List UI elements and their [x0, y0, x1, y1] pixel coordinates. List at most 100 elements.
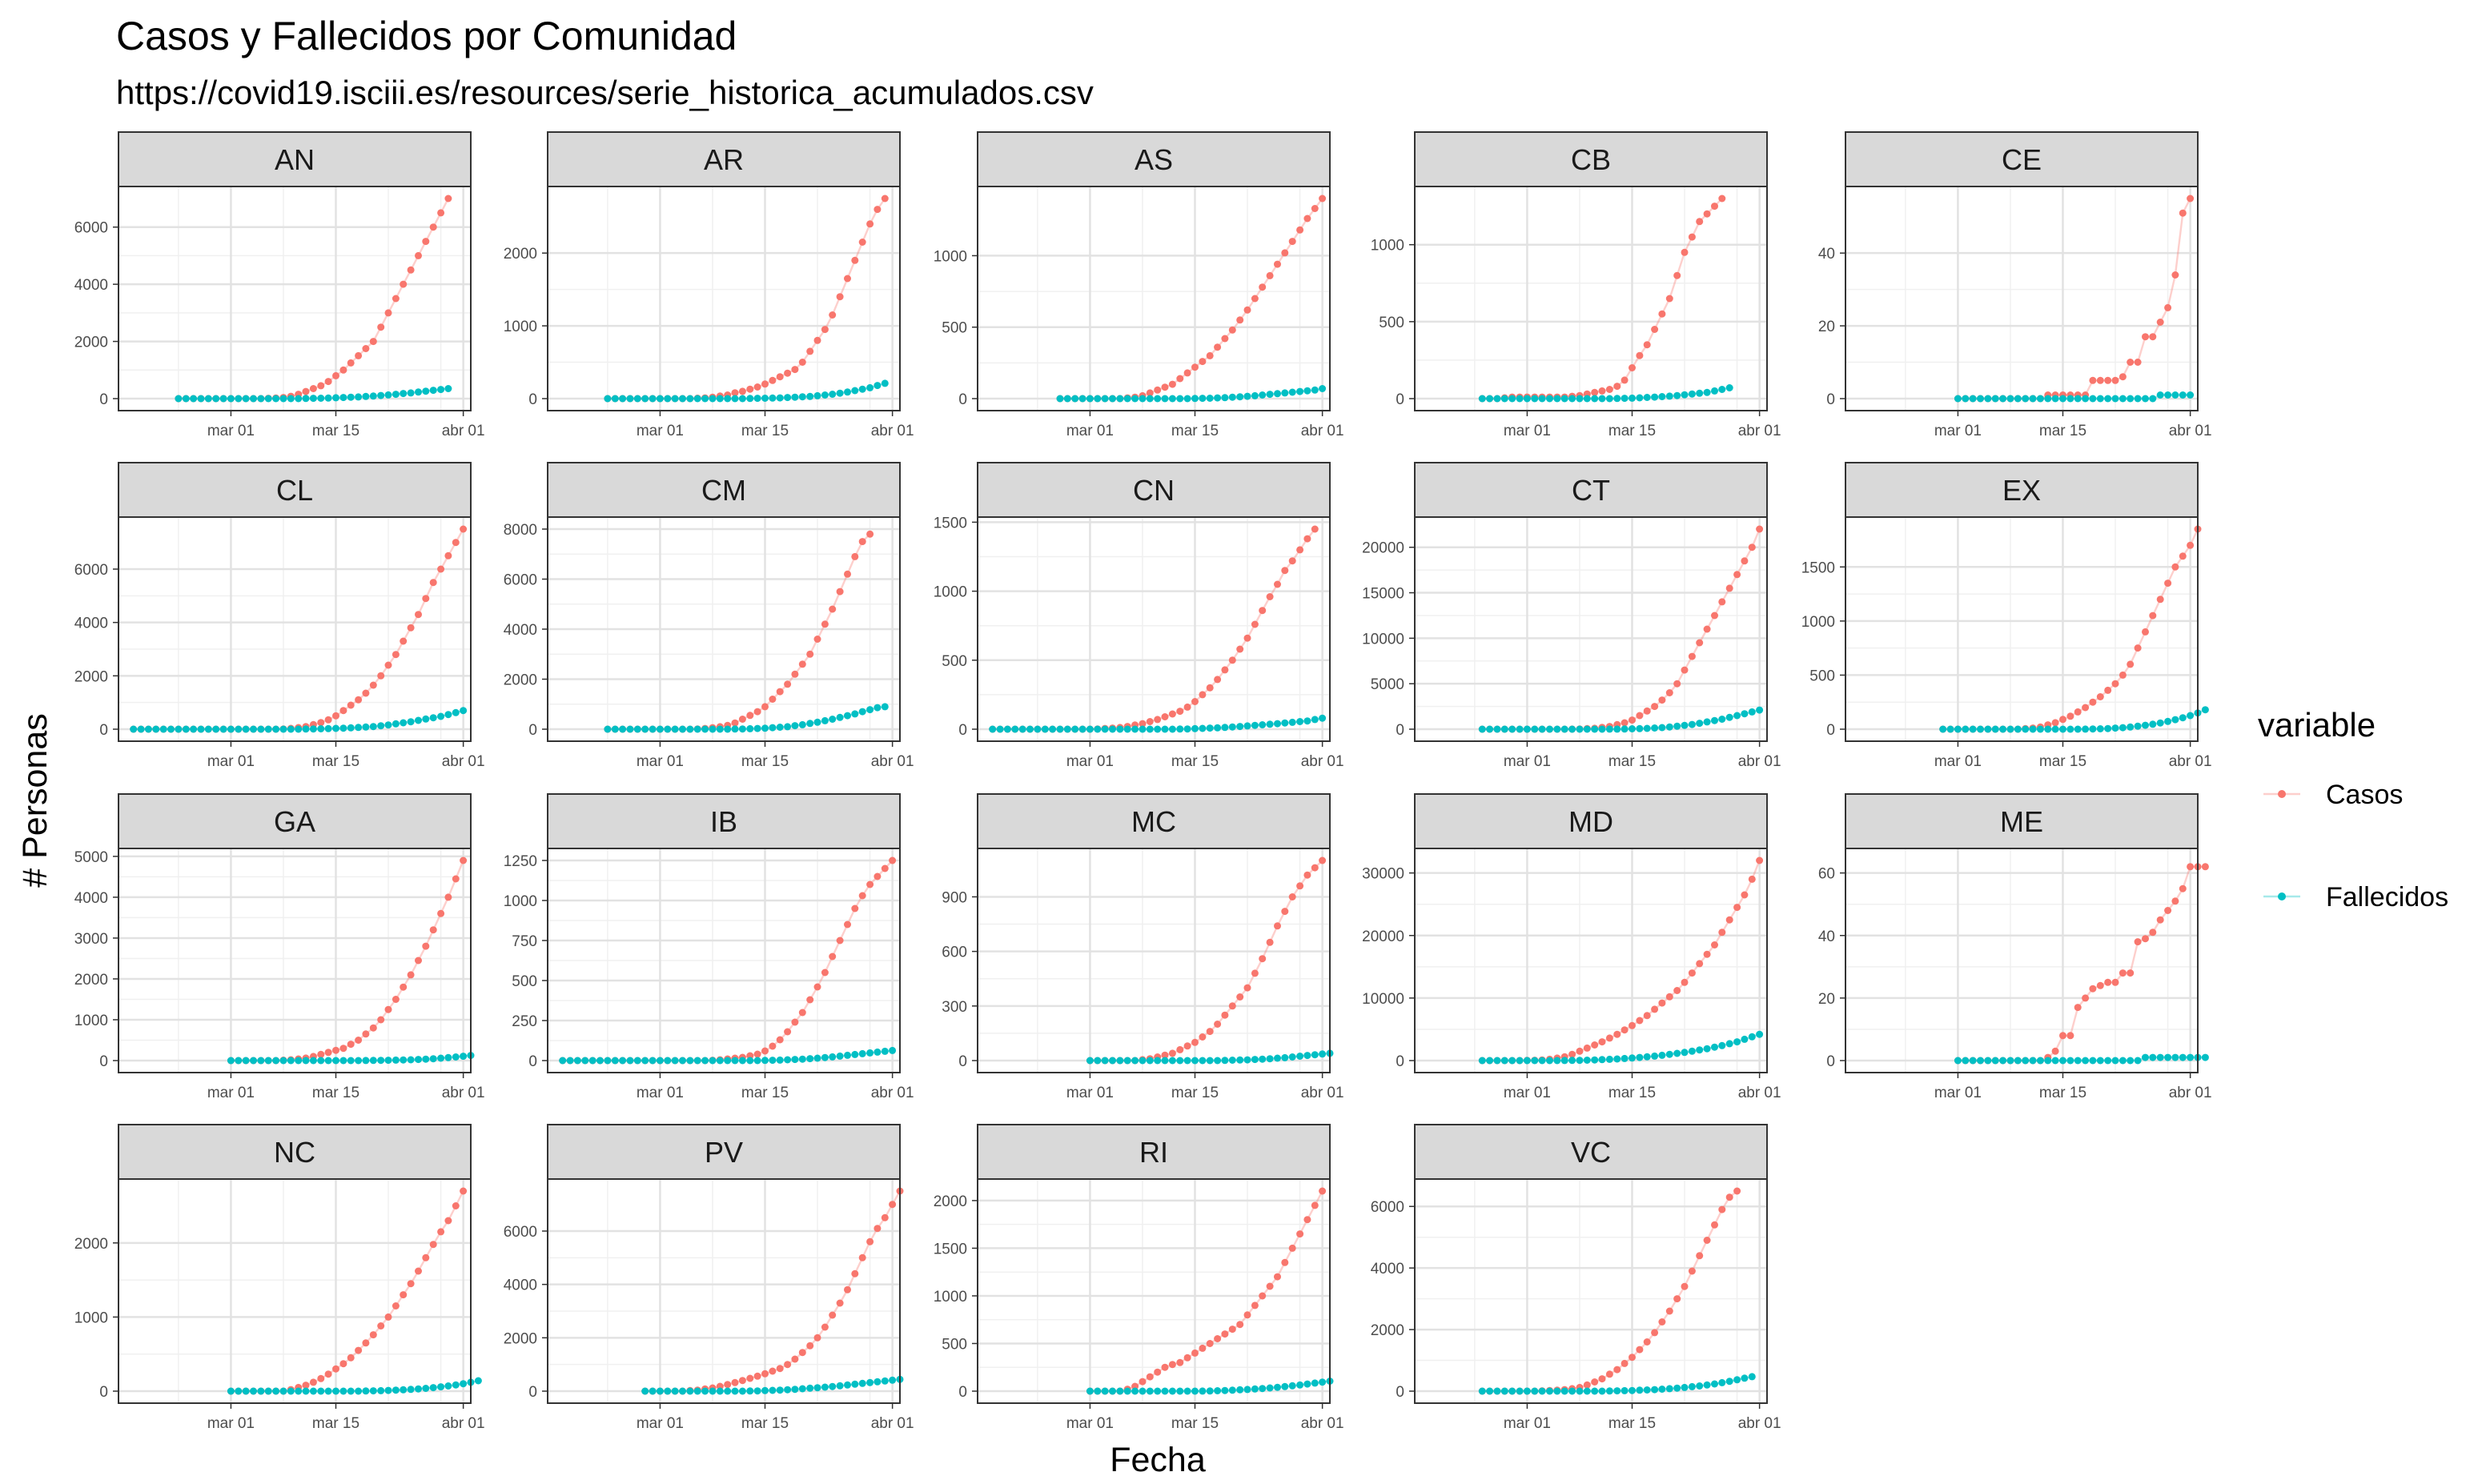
- data-point-casos: [377, 1016, 385, 1024]
- data-point-fallecidos: [1733, 1038, 1741, 1046]
- legend-item-fallecidos: Fallecidos: [2263, 882, 2448, 912]
- data-point-casos: [384, 1313, 392, 1321]
- y-tick-label: 2000: [74, 972, 108, 989]
- data-point-fallecidos: [1946, 725, 1954, 733]
- y-tick-label: 300: [942, 999, 967, 1016]
- data-point-fallecidos: [1605, 725, 1613, 733]
- facet-strip: [547, 462, 901, 518]
- data-point-casos: [851, 256, 859, 264]
- data-point-fallecidos: [1078, 395, 1086, 403]
- data-point-fallecidos: [309, 1387, 317, 1395]
- facet-strip: [118, 1124, 472, 1180]
- data-point-fallecidos: [2006, 395, 2014, 403]
- data-point-fallecidos: [693, 1057, 701, 1065]
- legend-label-fallecidos: Fallecidos: [2326, 882, 2448, 912]
- data-point-casos: [1665, 295, 1673, 303]
- data-point-casos: [369, 681, 377, 689]
- data-point-casos: [369, 1331, 377, 1339]
- x-tick-label: abr 01: [442, 423, 485, 439]
- x-tick-label: mar 15: [1608, 1415, 1656, 1432]
- data-point-fallecidos: [1109, 395, 1116, 403]
- x-tick-label: mar 01: [637, 1415, 684, 1432]
- data-point-casos: [1748, 875, 1756, 883]
- data-point-fallecidos: [1939, 725, 1947, 733]
- data-point-fallecidos: [1131, 725, 1139, 733]
- x-tick-label: mar 01: [1934, 423, 1982, 439]
- data-point-casos: [1703, 950, 1711, 958]
- data-point-fallecidos: [235, 1057, 243, 1065]
- data-point-fallecidos: [287, 1387, 295, 1395]
- data-point-casos: [2134, 938, 2142, 946]
- data-point-casos: [1146, 389, 1154, 397]
- data-point-casos: [2127, 660, 2135, 668]
- data-point-casos: [753, 708, 761, 716]
- data-point-fallecidos: [1576, 725, 1584, 733]
- data-point-casos: [1665, 1307, 1673, 1315]
- facet-ar: mar 01 mar 15 abr 01 0 1000 2000 AR: [504, 131, 914, 439]
- data-point-casos: [1161, 1051, 1169, 1059]
- data-point-casos: [813, 636, 821, 643]
- data-point-fallecidos: [1259, 391, 1267, 399]
- data-point-fallecidos: [1748, 708, 1756, 716]
- data-point-fallecidos: [829, 391, 837, 398]
- data-point-fallecidos: [829, 1053, 837, 1061]
- data-point-casos: [1629, 1021, 1636, 1029]
- data-point-fallecidos: [1516, 1057, 1524, 1065]
- data-point-fallecidos: [791, 722, 799, 730]
- data-point-fallecidos: [1598, 725, 1606, 733]
- data-point-casos: [1621, 719, 1629, 727]
- data-point-casos: [1243, 984, 1251, 992]
- data-point-fallecidos: [257, 1057, 265, 1065]
- y-tick-label: 6000: [74, 220, 108, 237]
- data-point-fallecidos: [1508, 1387, 1516, 1395]
- data-point-casos: [1176, 1358, 1184, 1366]
- data-point-casos: [851, 1269, 859, 1277]
- data-point-casos: [881, 195, 889, 203]
- data-point-fallecidos: [604, 1057, 612, 1065]
- data-point-fallecidos: [2142, 1053, 2149, 1061]
- data-point-casos: [2089, 376, 2097, 384]
- data-point-casos: [1243, 1311, 1251, 1319]
- data-point-casos: [384, 309, 392, 317]
- data-point-casos: [1658, 1318, 1666, 1326]
- data-point-fallecidos: [581, 1057, 589, 1065]
- data-point-casos: [724, 1381, 732, 1389]
- data-point-fallecidos: [1718, 386, 1726, 393]
- data-point-fallecidos: [701, 1387, 709, 1395]
- x-tick-label: mar 15: [1608, 423, 1656, 439]
- panel-background: [978, 1179, 1330, 1403]
- data-point-fallecidos: [1478, 1387, 1486, 1395]
- facet-nc: mar 01 mar 15 abr 01 0 1000 2000 NC: [74, 1124, 485, 1432]
- data-point-fallecidos: [1303, 387, 1311, 395]
- data-point-casos: [1274, 922, 1281, 930]
- data-point-fallecidos: [836, 1052, 844, 1060]
- data-point-fallecidos: [1954, 1057, 1962, 1065]
- data-point-casos: [1236, 1321, 1244, 1329]
- data-point-casos: [798, 1349, 806, 1357]
- data-point-fallecidos: [2164, 717, 2172, 725]
- facet-label: NC: [274, 1136, 315, 1169]
- facet-strip: [547, 793, 901, 849]
- x-tick-label: mar 01: [207, 753, 255, 770]
- data-point-casos: [377, 672, 385, 680]
- data-point-casos: [1168, 1361, 1176, 1369]
- data-point-casos: [2187, 863, 2195, 871]
- data-point-casos: [317, 1374, 325, 1382]
- facet-vc: mar 01 mar 15 abr 01 0 2000 4000 6000 VC: [1371, 1124, 1781, 1432]
- data-point-fallecidos: [1243, 1386, 1251, 1394]
- data-point-casos: [317, 719, 325, 727]
- data-point-casos: [2134, 359, 2142, 366]
- data-point-casos: [1673, 987, 1681, 994]
- data-point-fallecidos: [1176, 725, 1184, 733]
- data-point-fallecidos: [1696, 720, 1704, 728]
- data-point-fallecidos: [633, 395, 641, 403]
- data-point-casos: [784, 680, 792, 688]
- data-point-fallecidos: [1259, 721, 1267, 728]
- data-point-casos: [1688, 1267, 1696, 1275]
- data-point-casos: [302, 387, 310, 395]
- data-point-casos: [362, 345, 370, 352]
- y-tick-label: 0: [528, 1384, 537, 1401]
- data-point-fallecidos: [437, 1383, 445, 1391]
- data-point-fallecidos: [874, 1378, 882, 1386]
- data-point-fallecidos: [1228, 1057, 1236, 1064]
